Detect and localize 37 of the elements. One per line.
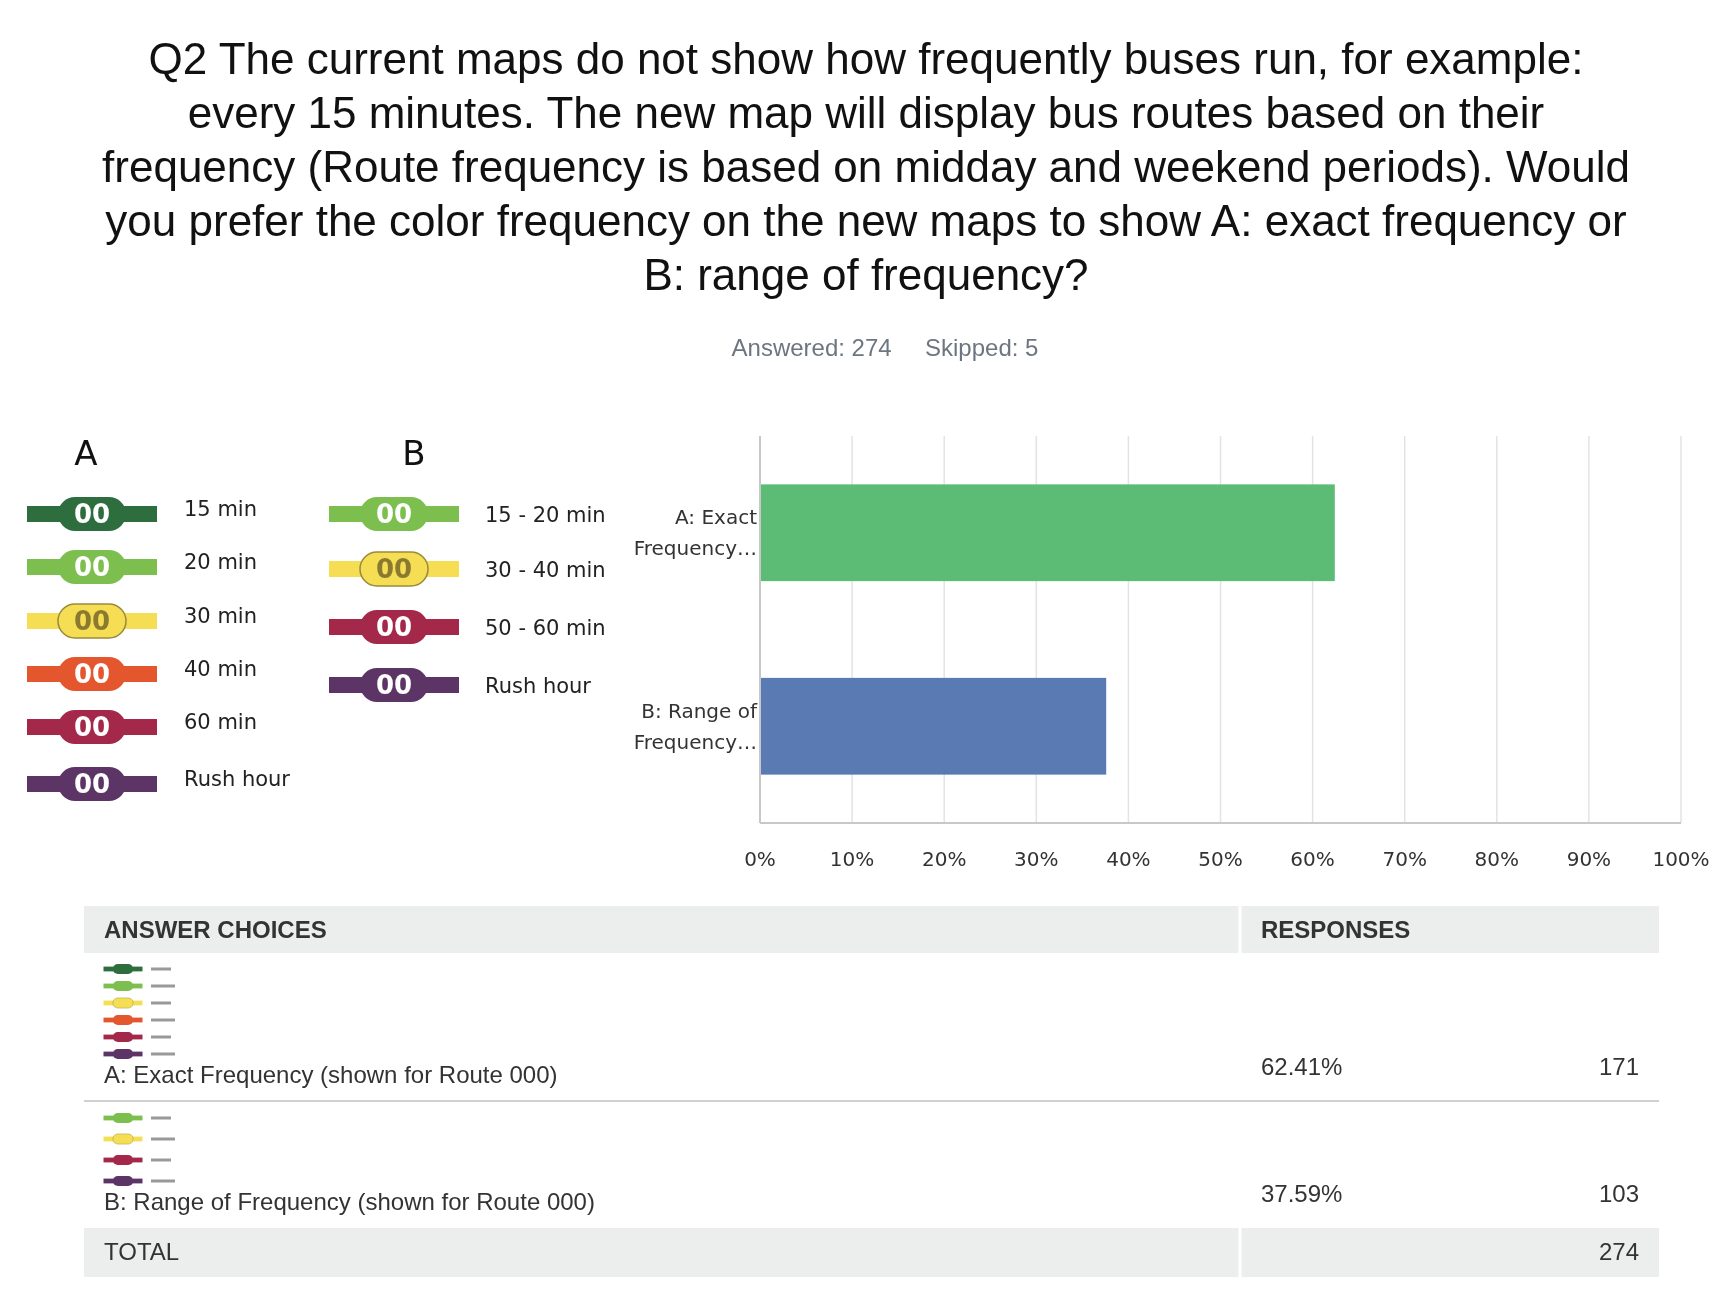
- x-tick-label: 10%: [829, 847, 875, 871]
- x-tick-label: 90%: [1566, 847, 1612, 871]
- x-tick-label: 20%: [921, 847, 967, 871]
- text: A: [74, 433, 98, 473]
- y-tick-label: A: Exact Frequency…: [633, 505, 758, 561]
- text: 37.59%: [1261, 1180, 1343, 1207]
- chart-subtitle: Answered: 274 Skipped: 5: [731, 334, 1039, 361]
- x-tick-label: 100%: [1652, 847, 1710, 871]
- text: 103: [1598, 1180, 1639, 1207]
- text: 15 min: [184, 497, 257, 521]
- text: Rush hour: [184, 767, 291, 791]
- text: 30 - 40 min: [485, 558, 606, 582]
- x-tick-label: 0%: [744, 847, 776, 871]
- text: 60 min: [184, 710, 257, 734]
- x-tick-label: 80%: [1474, 847, 1520, 871]
- x-tick-label: 60%: [1290, 847, 1335, 871]
- text: 62.41%: [1261, 1053, 1343, 1080]
- text: TOTAL: [104, 1238, 180, 1265]
- text: Rush hour: [485, 674, 592, 698]
- text: 15 - 20 min: [485, 503, 606, 527]
- text: B: [402, 433, 426, 473]
- text: 274: [1598, 1238, 1639, 1265]
- x-tick-label: 70%: [1382, 847, 1427, 871]
- text: A: Exact Frequency (shown for Route 000): [104, 1061, 558, 1088]
- text: 20 min: [184, 550, 257, 574]
- x-tick-label: 30%: [1014, 847, 1059, 871]
- x-tick-label: 50%: [1198, 847, 1243, 871]
- text: ANSWER CHOICES: [104, 916, 327, 943]
- text: B: Range of Frequency (shown for Route 000): [104, 1188, 595, 1215]
- text: RESPONSES: [1261, 916, 1411, 943]
- text: 30 min: [184, 604, 257, 628]
- y-tick-label: B: Range of Frequency…: [633, 698, 758, 754]
- text: 171: [1598, 1053, 1639, 1080]
- text: 50 - 60 min: [485, 616, 606, 640]
- chart-title: Q2 The current maps do not show how frequently buses run, for example: every 15 minutes. The new map will display bus routes based on their frequency (Route frequency is based on midday and weekend periods). Would you prefer the color frequency on the new maps to show A: exact frequency or B: range of frequency?: [102, 34, 1630, 299]
- text: 40 min: [184, 657, 257, 681]
- x-tick-label: 40%: [1106, 847, 1151, 871]
